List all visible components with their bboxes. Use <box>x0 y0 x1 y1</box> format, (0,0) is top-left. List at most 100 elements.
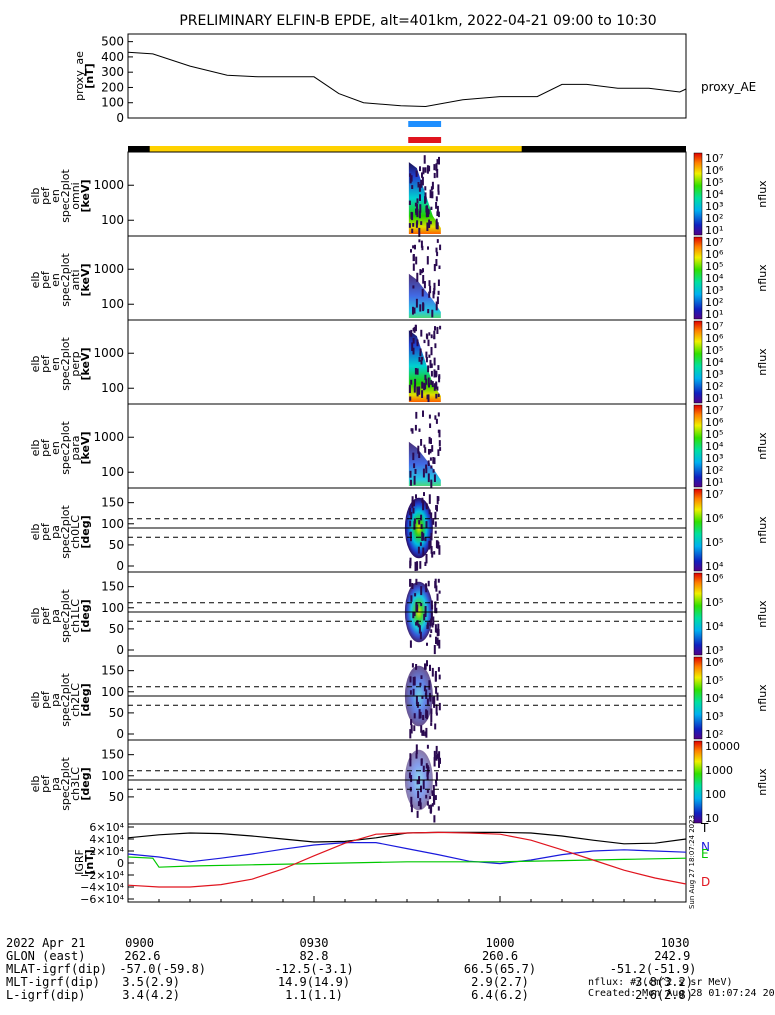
panel-ylabel-elb_pef_pa_spec2plot_ch0LC-line: pa <box>49 525 62 539</box>
spectrum-speckle <box>436 326 439 334</box>
spectrum-speckle <box>436 386 439 391</box>
pa-speckle <box>422 501 425 511</box>
colorbar-elb_pef_en_spec2plot_perp <box>693 320 703 404</box>
spectrum-speckle <box>410 379 413 385</box>
spectrum-speckle <box>435 393 438 399</box>
spectrum-speckle <box>430 438 432 444</box>
spectrum-speckle <box>414 424 417 431</box>
pa-speckle <box>415 744 418 755</box>
pa-speckle <box>410 511 413 520</box>
pa-speckle <box>438 674 441 680</box>
spectrum-speckle <box>427 377 430 386</box>
igrf-series-label-N: N <box>701 840 710 854</box>
pa-speckle <box>437 541 440 546</box>
energy-ytick-label: 100 <box>101 213 124 227</box>
proxy-ae-line <box>127 51 687 108</box>
footnote: nflux: #/(cm^2 s sr MeV) <box>588 977 733 988</box>
spectrum-speckle <box>431 381 434 388</box>
pa-speckle <box>426 801 429 806</box>
spectrum-speckle <box>425 357 428 363</box>
colorbar-tick-label: 10³ <box>705 284 723 297</box>
pa-speckle <box>435 585 438 592</box>
colorbar-tick-label: 10² <box>705 212 723 225</box>
spectrum-speckle <box>422 303 425 310</box>
pa-speckle <box>410 719 413 726</box>
spectrum-speckle <box>435 196 438 202</box>
pa-speckle <box>436 692 439 701</box>
pa-speckle <box>422 547 425 556</box>
pa-speckle <box>426 765 429 775</box>
spectrum-speckle <box>420 269 423 274</box>
pa-speckle <box>424 561 427 566</box>
spectrum-speckle <box>427 473 430 483</box>
pa-speckle <box>419 798 422 805</box>
panel-ylabel-elb_pef_pa_spec2plot_ch0LC-line: [deg] <box>79 515 92 548</box>
spectrum-speckle <box>433 264 436 272</box>
pa-speckle <box>426 698 429 705</box>
spectrum-speckle <box>412 245 415 249</box>
spectrum-speckle <box>428 449 430 455</box>
spectrum-speckle <box>421 245 424 251</box>
spectrum-speckle <box>425 378 428 385</box>
bottom-axis-value: 262.6 <box>124 949 161 963</box>
pa-ytick-label: 50 <box>109 790 124 804</box>
colorbar-tick-label: 10² <box>705 380 723 393</box>
proxy-ae-ytick-label: 300 <box>101 65 124 79</box>
spin-bar-red <box>408 137 442 143</box>
spectrum-speckle <box>433 172 436 179</box>
spectrum-speckle <box>422 268 424 273</box>
pa-speckle <box>416 561 419 571</box>
spectrum-speckle <box>411 228 414 233</box>
spectrum-speckle <box>413 475 416 485</box>
spectrum-speckle <box>436 205 439 213</box>
pa-speckle <box>435 782 438 787</box>
bottom-axis-value: 3.5(2.9) <box>122 975 181 989</box>
spectrum-speckle <box>424 167 427 173</box>
pa-speckle <box>421 531 424 541</box>
pa-speckle <box>429 796 432 800</box>
panel-ylabel-elb_pef_en_spec2plot_anti-line: spec2plot <box>59 253 72 307</box>
spectrum-speckle <box>426 256 429 265</box>
spectrum-speckle <box>430 363 433 368</box>
pa-speckle <box>417 790 420 799</box>
bottom-axis-value: 6.4(6.2) <box>471 988 529 1002</box>
spectrum-speckle <box>409 173 412 177</box>
spectrum-speckle <box>419 194 421 201</box>
colorbar-tick-label: 10⁴ <box>705 440 724 453</box>
pa-speckle <box>429 634 432 638</box>
spectrum-speckle <box>411 342 414 351</box>
spectrum-speckle <box>412 347 415 355</box>
panel-frame-elb_pef_en_spec2plot_para <box>127 403 687 489</box>
spectrum-speckle <box>427 246 429 250</box>
bottom-axis-value: 82.8 <box>299 949 329 963</box>
spectrum-speckle <box>423 382 426 391</box>
energy-ytick-label: 100 <box>101 465 124 479</box>
bottom-axis-row-label: 2022 Apr 21 <box>6 936 86 950</box>
proxy-ae-ytick-label: 400 <box>101 50 124 64</box>
spectrum-speckle <box>415 208 417 214</box>
spectrum-speckle <box>416 198 419 204</box>
spectrum-speckle <box>428 332 431 336</box>
panel-frame-elb_pef_en_spec2plot_omni <box>127 151 687 237</box>
spectrum-speckle <box>435 259 438 267</box>
pa-speckle <box>434 624 437 633</box>
spectrum-speckle <box>418 357 421 362</box>
spectrum-speckle <box>435 373 438 378</box>
spectrum-speckle <box>431 309 434 318</box>
spectrum-speckle <box>422 167 425 175</box>
side-stamp: Sun Aug 27 18:07:24 2023 <box>688 815 696 909</box>
spectrum-speckle <box>426 205 428 210</box>
spectrum-speckle <box>439 244 442 251</box>
spectrum-speckle <box>418 184 421 192</box>
pa-speckle <box>420 514 423 521</box>
pa-speckle <box>416 810 419 818</box>
panel-ylabel-elb_pef_en_spec2plot_para-line: [keV] <box>79 431 92 464</box>
pa-speckle <box>438 545 441 555</box>
bottom-axis-value: -12.5(-3.1) <box>274 962 354 976</box>
pa-speckle <box>411 496 414 503</box>
spectrum-speckle <box>428 436 431 444</box>
chart-title: PRELIMINARY ELFIN-B EPDE, alt=401km, 202… <box>179 13 656 29</box>
colorbar-tick-label: 10³ <box>705 200 723 213</box>
spectrum-speckle <box>431 181 434 190</box>
